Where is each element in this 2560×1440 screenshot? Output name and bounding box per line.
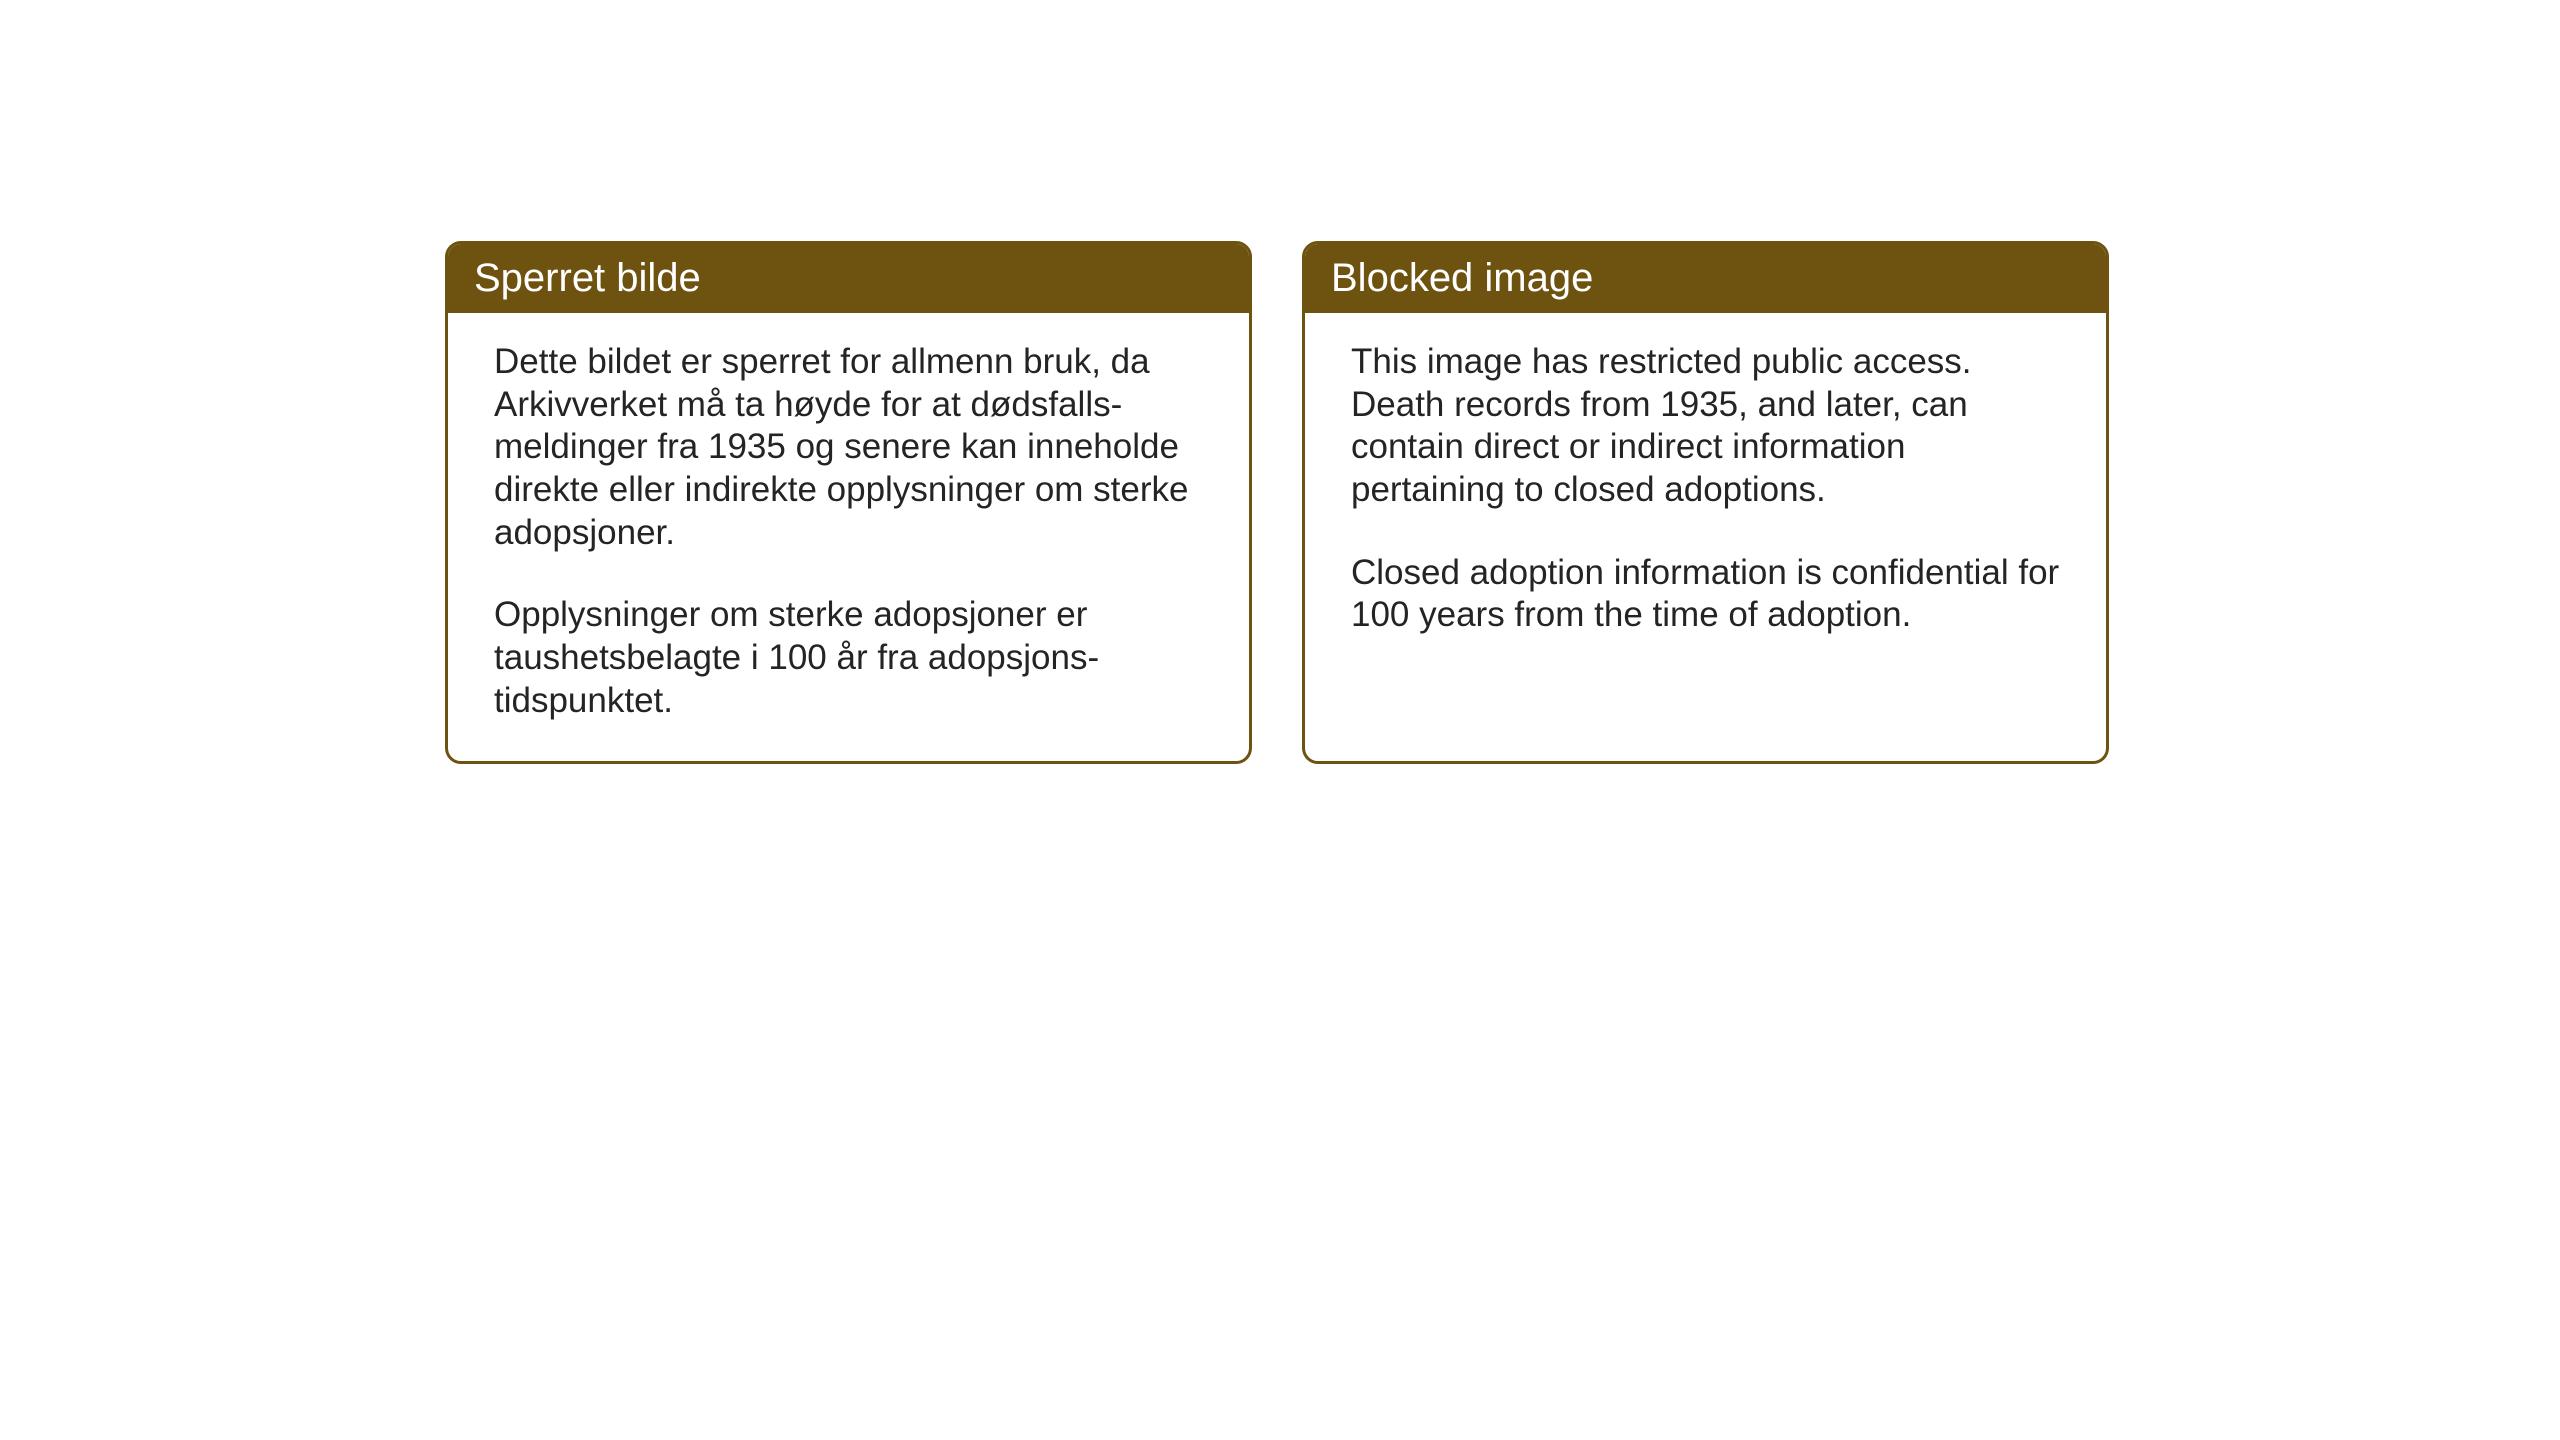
- norwegian-card-title: Sperret bilde: [474, 256, 701, 300]
- english-paragraph-1: This image has restricted public access.…: [1351, 341, 2060, 512]
- english-card-body: This image has restricted public access.…: [1305, 313, 2106, 703]
- english-card: Blocked image This image has restricted …: [1302, 241, 2109, 764]
- english-card-title: Blocked image: [1331, 256, 1593, 300]
- norwegian-card-body: Dette bildet er sperret for allmenn bruk…: [448, 313, 1249, 761]
- norwegian-card-header: Sperret bilde: [448, 244, 1249, 313]
- norwegian-paragraph-2: Opplysninger om sterke adopsjoner er tau…: [494, 594, 1203, 722]
- english-card-header: Blocked image: [1305, 244, 2106, 313]
- english-paragraph-2: Closed adoption information is confident…: [1351, 552, 2060, 637]
- cards-container: Sperret bilde Dette bildet er sperret fo…: [0, 0, 2560, 764]
- norwegian-card: Sperret bilde Dette bildet er sperret fo…: [445, 241, 1252, 764]
- norwegian-paragraph-1: Dette bildet er sperret for allmenn bruk…: [494, 341, 1203, 554]
